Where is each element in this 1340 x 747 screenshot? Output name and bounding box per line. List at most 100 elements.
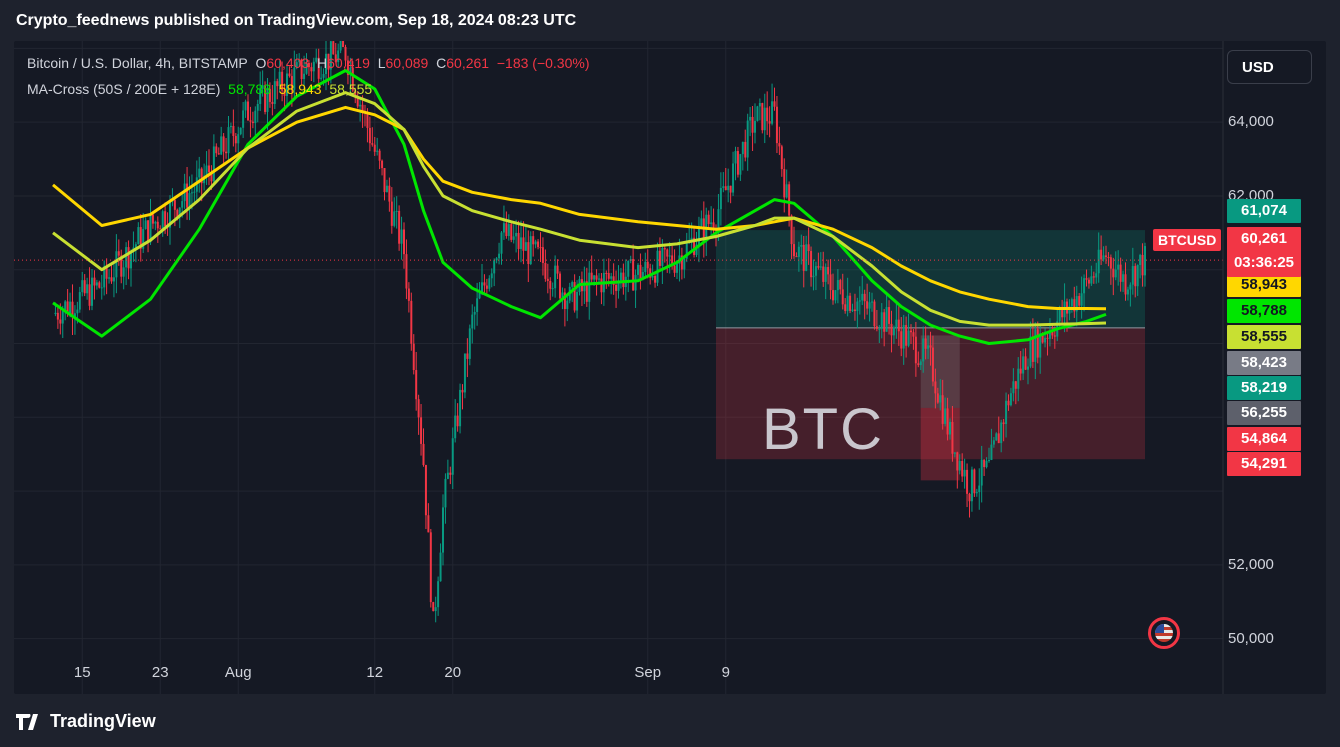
candle-body: [178, 207, 181, 217]
candle-body: [719, 187, 722, 210]
candle-body: [407, 288, 410, 301]
change-value: −183 (−0.30%): [496, 55, 590, 71]
candle-body: [875, 326, 878, 329]
candle-body: [1070, 299, 1073, 307]
candle-body: [807, 244, 810, 252]
candle-body: [515, 232, 518, 237]
candle-body: [544, 262, 547, 279]
candle-body: [422, 443, 425, 466]
candle-body: [683, 258, 686, 270]
candle-body: [846, 295, 849, 312]
candle-body: [383, 168, 386, 193]
candle-body: [403, 229, 405, 255]
indicator-name[interactable]: MA-Cross (50S / 200E + 128E): [27, 81, 221, 97]
candle-body: [471, 314, 474, 329]
candle-body: [320, 77, 323, 79]
candle-body: [137, 227, 140, 245]
candle-body: [559, 273, 561, 299]
candle-body: [910, 330, 912, 333]
candle-body: [210, 171, 213, 182]
candle-body: [756, 106, 759, 121]
candle-body: [517, 232, 520, 249]
symbol-name: Bitcoin / U.S. Dollar, 4h, BITSTAMP: [27, 55, 248, 71]
candle-body: [305, 63, 308, 74]
candle-body: [541, 247, 544, 263]
candle-body: [929, 345, 932, 348]
candle-body: [588, 272, 591, 302]
currency-button[interactable]: USD: [1227, 50, 1312, 84]
candle-body: [456, 415, 459, 427]
candle-body: [622, 272, 625, 288]
candle-body: [637, 264, 639, 275]
candle-body: [832, 290, 834, 301]
candle-body: [505, 223, 508, 237]
last-price-value: 60,261: [1241, 230, 1287, 247]
candle-body: [444, 478, 447, 508]
candle-body: [95, 282, 98, 286]
candle-body: [775, 106, 778, 144]
chart-svg[interactable]: [14, 41, 1326, 694]
candle-body: [295, 62, 298, 68]
y-tick-label: 50,000: [1228, 629, 1274, 647]
candle-body: [417, 399, 420, 418]
candle-body: [956, 452, 959, 471]
candle-body: [244, 101, 247, 111]
candle-body: [222, 136, 225, 152]
candle-body: [259, 89, 262, 104]
candle-body: [1080, 293, 1083, 306]
candle-body: [615, 284, 618, 291]
candle-body: [661, 247, 664, 266]
candle-body: [385, 185, 388, 193]
candle-body: [1122, 274, 1125, 282]
candle-body: [897, 319, 900, 332]
candle-body: [142, 228, 145, 249]
candle-body: [300, 59, 303, 80]
candle-body: [446, 472, 449, 479]
candle-body: [1009, 393, 1012, 406]
candle-body: [827, 267, 830, 275]
candle-body: [242, 110, 245, 128]
candle-body: [1046, 337, 1049, 339]
us-flag-icon[interactable]: [1148, 617, 1180, 649]
x-tick-label: 20: [444, 664, 462, 681]
candle-body: [437, 581, 440, 608]
candle-body: [802, 244, 805, 271]
candle-body: [905, 324, 908, 346]
candle-body: [712, 222, 715, 230]
candle-body: [256, 103, 259, 111]
candle-body: [188, 193, 191, 208]
candle-body: [800, 244, 803, 247]
candle-body: [676, 263, 678, 273]
candle-body: [1000, 422, 1003, 444]
zone-long_position_target-0: [716, 230, 1145, 328]
candle-body: [1139, 254, 1142, 266]
candle-body: [454, 415, 457, 439]
candle-body: [520, 237, 522, 249]
candle-body: [1073, 299, 1076, 312]
candle-body: [510, 224, 513, 240]
candle-body: [122, 267, 125, 277]
candle-body: [502, 223, 505, 233]
tradingview-logo[interactable]: TradingView: [16, 711, 156, 732]
candle-body: [293, 67, 296, 90]
candle-body: [744, 141, 747, 158]
candle-body: [337, 50, 340, 63]
candle-body: [710, 222, 713, 225]
candle-body: [946, 408, 949, 435]
candle-body: [563, 292, 566, 309]
indicator-legend[interactable]: MA-Cross (50S / 200E + 128E) 58,788 58,9…: [27, 81, 372, 97]
candle-body: [368, 127, 371, 144]
ma-line-50s: [52, 69, 1107, 345]
candle-body: [1036, 329, 1039, 358]
candle-body: [398, 210, 401, 244]
zone-box-2: [920, 407, 960, 481]
candle-body: [963, 469, 966, 477]
candle-body: [829, 274, 832, 291]
ma-mid-value: 58,555: [329, 81, 373, 97]
candle-body: [281, 71, 284, 91]
candle-body: [783, 169, 786, 198]
candle-body: [483, 282, 486, 286]
chart-area[interactable]: Bitcoin / U.S. Dollar, 4h, BITSTAMP O60,…: [14, 41, 1326, 694]
candle-body: [346, 60, 349, 76]
candle-body: [768, 121, 771, 124]
